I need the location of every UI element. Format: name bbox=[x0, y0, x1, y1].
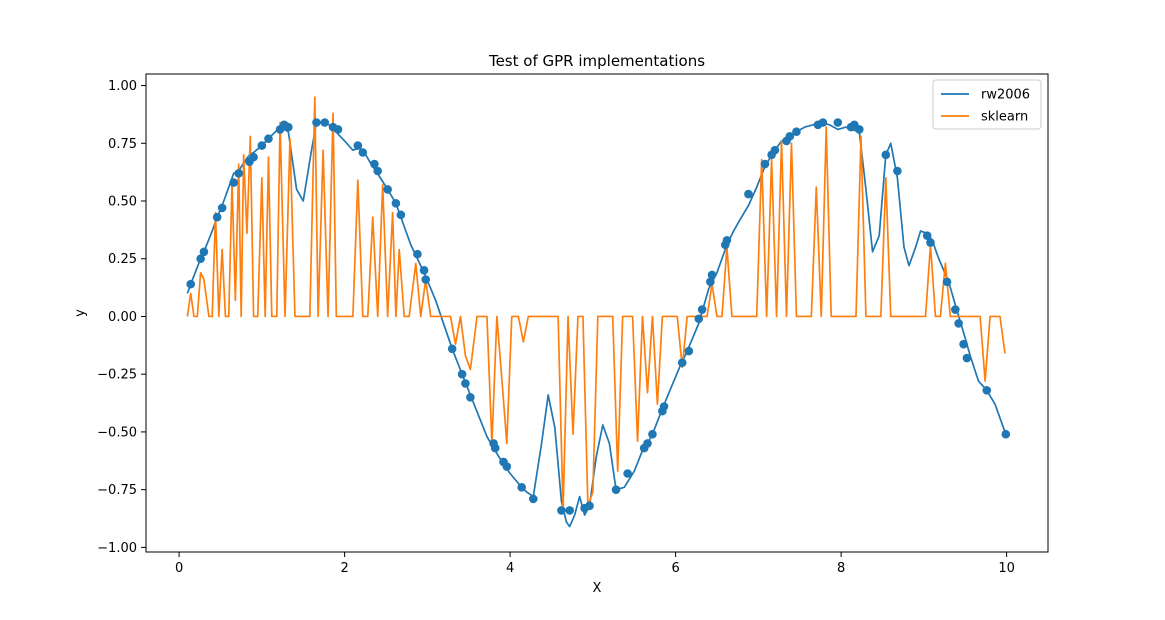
y-axis-label: y bbox=[73, 309, 88, 317]
x-axis-label: X bbox=[593, 581, 602, 596]
data-point bbox=[833, 118, 843, 127]
y-tick-label: −0.25 bbox=[97, 368, 137, 383]
data-point bbox=[358, 148, 368, 157]
legend: rw2006 sklearn bbox=[932, 79, 1042, 130]
data-point bbox=[760, 159, 770, 169]
data-point bbox=[457, 369, 467, 379]
data-point bbox=[234, 168, 243, 178]
data-point bbox=[413, 249, 422, 259]
data-point bbox=[959, 339, 968, 349]
data-point bbox=[466, 392, 475, 402]
data-point bbox=[312, 118, 321, 127]
data-point bbox=[229, 178, 239, 187]
data-point bbox=[982, 386, 992, 395]
y-tick-label: 0.25 bbox=[108, 252, 137, 267]
data-point bbox=[199, 247, 209, 257]
data-point bbox=[217, 203, 227, 213]
data-point bbox=[697, 305, 707, 314]
data-point bbox=[585, 501, 594, 511]
y-tick-label: 0.75 bbox=[108, 137, 137, 152]
data-point bbox=[565, 506, 574, 515]
x-tick-label: 4 bbox=[506, 561, 514, 576]
data-point bbox=[623, 469, 632, 478]
data-point bbox=[770, 145, 780, 155]
data-point bbox=[792, 127, 801, 137]
data-point bbox=[461, 379, 470, 388]
y-tick-label: −0.50 bbox=[97, 425, 137, 440]
data-point bbox=[419, 265, 429, 275]
data-point bbox=[517, 483, 526, 492]
plot-area: 0 2 4 6 8 10 −1.00 −0.75 −0.50 −0.25 0.00 0.25 0.50 0… bbox=[97, 73, 1049, 576]
data-point bbox=[320, 118, 330, 127]
data-point bbox=[648, 429, 657, 439]
data-point bbox=[396, 210, 406, 220]
data-point bbox=[212, 212, 222, 222]
series-line-sklearn bbox=[186, 96, 1006, 512]
x-tick-label: 10 bbox=[998, 561, 1015, 576]
data-point bbox=[611, 485, 621, 494]
data-point bbox=[370, 159, 379, 169]
data-point bbox=[447, 344, 457, 354]
data-point bbox=[818, 118, 828, 127]
data-point bbox=[722, 235, 732, 245]
data-point bbox=[196, 254, 205, 264]
data-point bbox=[954, 319, 963, 328]
data-point bbox=[744, 189, 753, 199]
y-tick-label: 0.00 bbox=[108, 310, 137, 325]
legend-label-sklearn: sklearn bbox=[981, 110, 1028, 125]
data-point bbox=[706, 277, 715, 287]
y-tick-label: 0.50 bbox=[108, 195, 137, 210]
data-point bbox=[557, 506, 566, 515]
data-point bbox=[1001, 429, 1011, 439]
data-point bbox=[694, 314, 704, 324]
chart-title: Test of GPR implementations bbox=[488, 52, 705, 70]
data-point bbox=[353, 141, 363, 150]
data-point bbox=[684, 346, 694, 356]
data-point bbox=[659, 402, 669, 411]
data-point bbox=[677, 358, 687, 367]
data-point bbox=[502, 462, 512, 471]
y-tick-label: −0.75 bbox=[97, 483, 137, 498]
data-point bbox=[922, 231, 932, 240]
data-point bbox=[926, 238, 935, 247]
x-tick-label: 6 bbox=[671, 561, 679, 576]
data-point bbox=[421, 275, 431, 284]
x-tick-label: 8 bbox=[837, 561, 845, 576]
data-point bbox=[962, 353, 972, 363]
data-point bbox=[383, 185, 392, 194]
data-point bbox=[707, 270, 717, 280]
data-point bbox=[333, 125, 343, 134]
data-point bbox=[391, 199, 401, 208]
data-point bbox=[249, 152, 258, 162]
data-point bbox=[264, 134, 273, 143]
data-point bbox=[186, 279, 195, 289]
y-tick-label: 1.00 bbox=[108, 79, 137, 94]
data-point bbox=[257, 141, 267, 150]
data-point bbox=[373, 166, 383, 176]
data-point bbox=[643, 439, 652, 448]
data-point bbox=[490, 443, 500, 453]
data-point bbox=[942, 277, 952, 287]
data-point bbox=[951, 305, 960, 314]
x-tick-label: 0 bbox=[175, 561, 183, 576]
data-point bbox=[528, 494, 538, 504]
data-point bbox=[855, 125, 864, 134]
data-point bbox=[893, 166, 902, 176]
data-point bbox=[284, 122, 293, 132]
x-tick-label: 2 bbox=[340, 561, 348, 576]
data-point bbox=[785, 132, 795, 141]
y-tick-label: −1.00 bbox=[97, 541, 137, 556]
legend-label-rw2006: rw2006 bbox=[981, 88, 1030, 103]
axes-frame bbox=[145, 73, 1049, 553]
data-point bbox=[881, 150, 891, 160]
